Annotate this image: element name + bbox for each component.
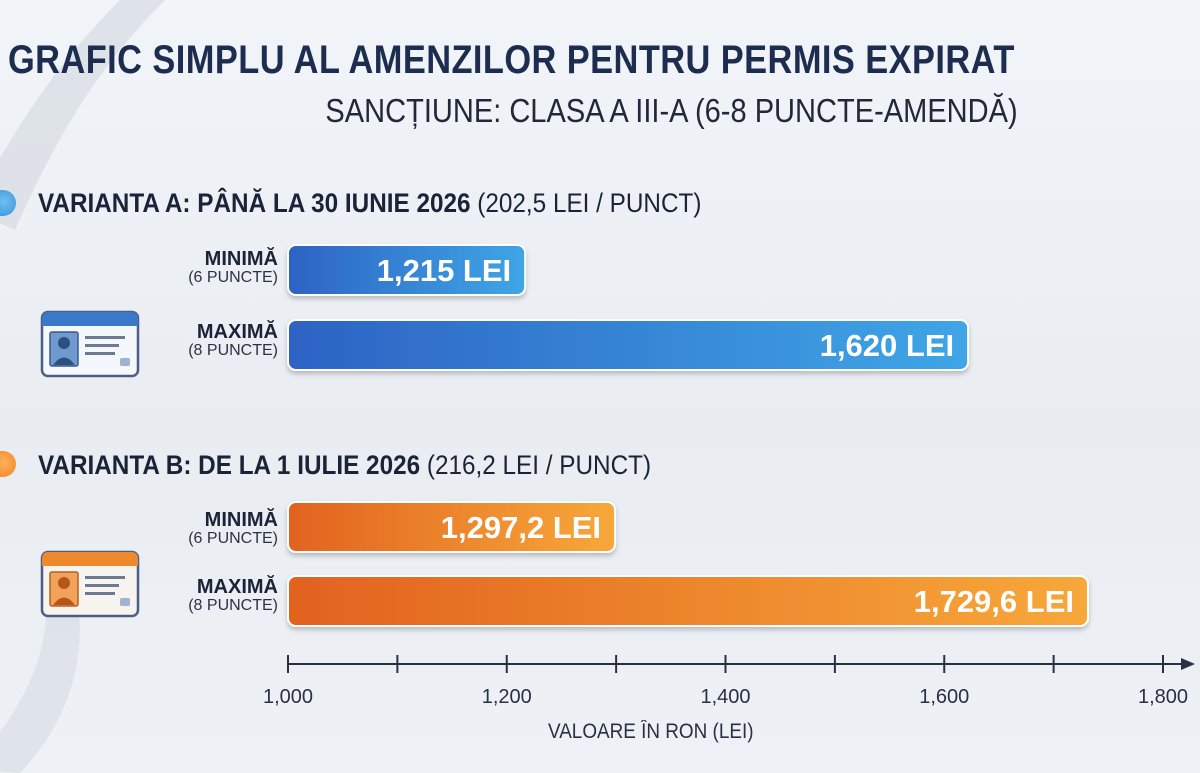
bar-b-max — [287, 575, 1089, 627]
section-b-title: VARIANTA B: DE LA 1 IULIE 2026 (216,2 LE… — [38, 450, 651, 481]
chart-title: GRAFIC SIMPLU AL AMENZILOR PENTRU PERMIS… — [8, 38, 1015, 82]
row-label-sub: (6 PUNCTE) — [188, 269, 278, 286]
bar-a-max — [287, 319, 970, 371]
row-label-sub: (8 PUNCTE) — [188, 597, 278, 614]
row-label-main: MINIMĂ — [204, 248, 278, 270]
x-tick-label: 1,600 — [919, 686, 969, 708]
bar-value-label: 1,215 LEI — [377, 253, 511, 288]
x-tick-label: 1,000 — [263, 686, 313, 708]
row-label-a-min: MINIMĂ (6 PUNCTE) — [150, 249, 278, 287]
row-label-sub: (6 PUNCTE) — [188, 530, 278, 547]
row-label-main: MAXIMĂ — [196, 321, 278, 343]
row-label-b-max: MAXIMĂ (8 PUNCTE) — [150, 577, 278, 615]
row-label-main: MAXIMĂ — [196, 576, 278, 598]
section-a-title: VARIANTA A: PÂNĂ LA 30 IUNIE 2026 (202,5… — [38, 188, 701, 219]
driver-license-icon — [40, 310, 140, 378]
x-axis-title: VALOARE ÎN RON (LEI) — [548, 720, 754, 743]
x-tick-label: 1,400 — [700, 686, 750, 708]
bar-value-label: 1,297,2 LEI — [441, 510, 601, 545]
section-b-bullet — [0, 451, 16, 477]
bar-a-min — [287, 244, 527, 296]
section-b-rate: (216,2 LEI / PUNCT) — [426, 450, 652, 480]
row-label-sub: (8 PUNCTE) — [188, 342, 278, 359]
x-tick-label: 1,800 — [1138, 686, 1188, 708]
bar-b-min — [287, 501, 617, 553]
row-label-a-max: MAXIMĂ (8 PUNCTE) — [150, 322, 278, 360]
section-a-bullet — [0, 190, 16, 216]
row-label-main: MINIMĂ — [204, 509, 278, 531]
bar-value-label: 1,620 LEI — [820, 328, 954, 363]
bar-value-label: 1,729,6 LEI — [914, 584, 1074, 619]
section-a-rate: (202,5 LEI / PUNCT) — [477, 188, 702, 218]
row-label-b-min: MINIMĂ (6 PUNCTE) — [150, 510, 278, 548]
section-b-heading: VARIANTA B: DE LA 1 IULIE 2026 — [38, 450, 421, 480]
x-axis-arrow-icon — [1181, 658, 1195, 670]
x-tick-label: 1,200 — [482, 686, 532, 708]
chart-subtitle: SANCȚIUNE: CLASA A III-A (6-8 PUNCTE-AME… — [325, 92, 1018, 129]
section-a-heading: VARIANTA A: PÂNĂ LA 30 IUNIE 2026 — [38, 188, 471, 218]
driver-license-icon — [40, 550, 140, 618]
